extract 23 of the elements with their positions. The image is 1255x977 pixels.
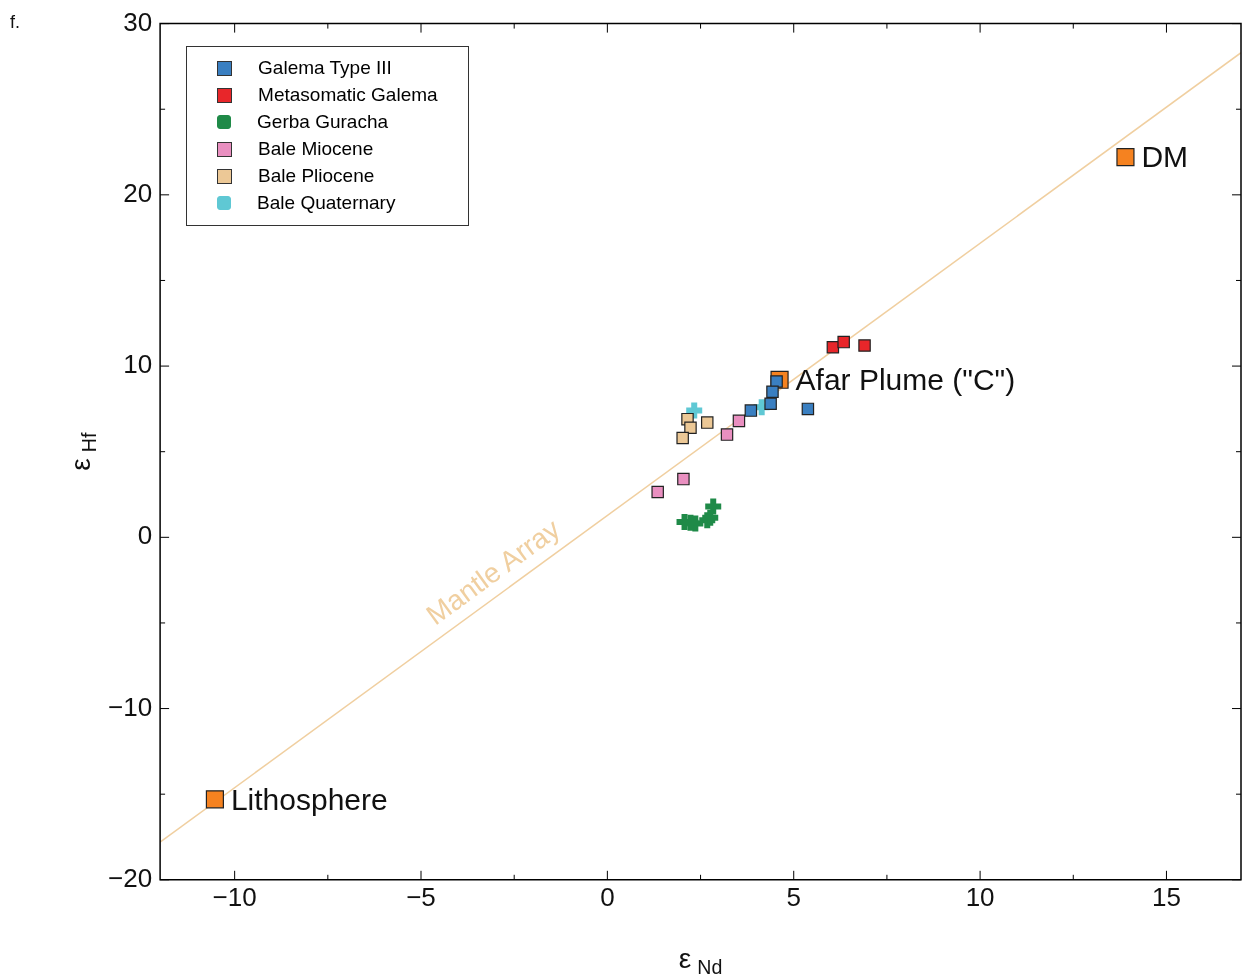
y-tick-label: 20 <box>123 178 153 209</box>
annotation: DM <box>1141 140 1189 174</box>
annotation: Lithosphere <box>230 782 388 816</box>
legend-label: Galema Type III <box>258 57 392 80</box>
x-tick-label: 5 <box>786 881 801 912</box>
legend-label: Metasomatic Galema <box>258 84 438 107</box>
annotation: Afar Plume ("C") <box>795 363 1016 397</box>
x-tick-label: −10 <box>212 881 257 912</box>
x-tick-label: −5 <box>406 881 436 912</box>
x-tick-label: 10 <box>965 881 995 912</box>
legend-label: Bale Miocene <box>258 138 374 161</box>
y-axis-title: εHf <box>64 432 100 471</box>
legend-label: Bale Pliocene <box>258 165 375 188</box>
y-tick-label: −20 <box>107 862 153 893</box>
y-tick-label: 30 <box>123 6 153 37</box>
x-tick-label: 15 <box>1151 881 1181 912</box>
legend-label: Gerba Guracha <box>257 111 389 134</box>
legend-label: Bale Quaternary <box>257 192 396 215</box>
text: f. <box>10 11 21 32</box>
x-tick-label: 0 <box>600 881 615 912</box>
y-tick-label: 10 <box>123 349 153 380</box>
y-tick-label: −10 <box>107 691 153 722</box>
y-tick-label: 0 <box>137 520 153 551</box>
